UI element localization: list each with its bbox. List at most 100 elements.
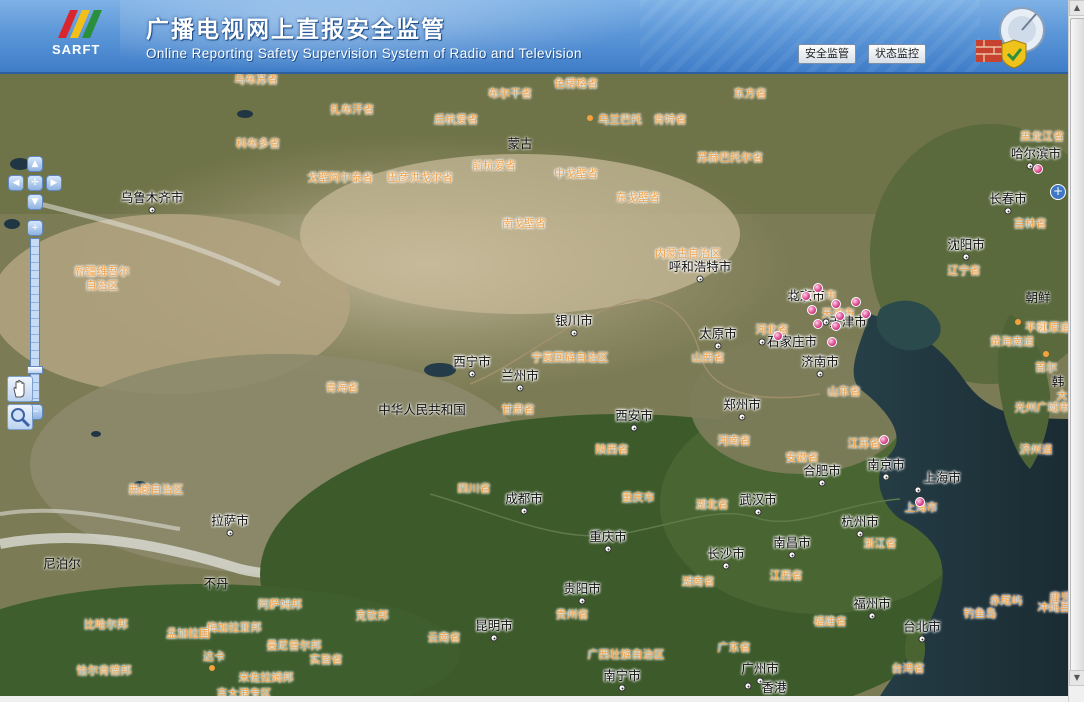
map-region-label: 比哈尔邦	[84, 618, 128, 631]
map-region-label: 钓鱼岛	[963, 607, 997, 620]
map-region-label: 曼尼普尔邦	[266, 639, 322, 652]
map-region-label: 乌布苏省	[234, 74, 278, 86]
map-city-label: 兰州市	[501, 368, 539, 383]
map-region-label: 黑龙江省	[1020, 130, 1064, 143]
map-terrain	[0, 74, 1068, 696]
city-point-icon	[520, 507, 528, 515]
station-marker-icon[interactable]	[813, 283, 823, 293]
city-point-icon	[696, 275, 704, 283]
map-region-label: 大	[1056, 389, 1068, 402]
map-region-label: 四川省	[457, 482, 491, 495]
map-region-label: 首尔	[1035, 361, 1057, 374]
pan-reset-icon[interactable]: ✢	[27, 175, 43, 191]
station-marker-icon[interactable]	[861, 309, 871, 319]
map-city-label: 沈阳市	[947, 237, 985, 252]
pan-left-icon[interactable]: ◀	[8, 175, 24, 191]
scroll-up-icon[interactable]: ▲	[1069, 0, 1084, 16]
zoom-rail[interactable]	[30, 238, 40, 402]
security-supervision-button[interactable]: 安全监管	[798, 44, 856, 64]
banner-glow	[120, 0, 640, 72]
map-city-label: 西宁市	[453, 354, 491, 369]
map-region-label: 山西省	[691, 351, 725, 364]
zoom-box-tool-icon[interactable]	[7, 404, 33, 430]
map-region-label: 平壤	[1025, 321, 1047, 334]
map-region-label: 鹿児島	[1049, 591, 1069, 604]
station-marker-icon[interactable]	[827, 337, 837, 347]
city-point-icon	[790, 292, 798, 300]
map-region-label: 甘肃省	[501, 403, 535, 416]
pan-hand-tool-icon[interactable]	[7, 376, 33, 402]
city-point-icon	[738, 413, 746, 421]
scrollbar-thumb[interactable]	[1070, 18, 1084, 672]
pan-up-icon[interactable]: ▲	[27, 156, 43, 172]
station-marker-icon[interactable]	[1033, 164, 1043, 174]
logo-text: SARFT	[52, 42, 101, 57]
header-banner: SARFT 广播电视网上直报安全监管 Online Reporting Safe…	[0, 0, 1068, 74]
status-monitor-button[interactable]: 状态监控	[868, 44, 926, 64]
city-point-icon	[754, 508, 762, 516]
map-region-label: 福建省	[813, 615, 847, 628]
station-marker-icon[interactable]	[831, 299, 841, 309]
map-country-label: 朝鲜	[1025, 290, 1051, 305]
map-city-label: 杭州市	[841, 514, 879, 529]
map-region-label: 米佐拉姆邦	[238, 671, 294, 684]
pan-right-icon[interactable]: ▶	[46, 175, 62, 191]
zoom-slider[interactable]: + −	[27, 220, 43, 420]
map-region-label: 东方省	[733, 87, 767, 100]
map-region-label: 宁夏回族自治区	[531, 351, 609, 364]
city-point-icon	[868, 612, 876, 620]
zoom-knob[interactable]	[27, 366, 43, 374]
map-city-label: 乌鲁木齐市	[120, 190, 184, 205]
station-marker-icon[interactable]	[851, 297, 861, 307]
map-city-label: 拉萨市	[211, 513, 249, 528]
capital-point-icon	[1043, 351, 1049, 357]
station-marker-icon[interactable]	[879, 435, 889, 445]
map-region-label: 孟加拉国	[166, 627, 210, 640]
station-marker-icon[interactable]	[773, 331, 783, 341]
map-city-label: 南昌市	[773, 535, 811, 550]
zoom-in-icon[interactable]: +	[27, 220, 43, 236]
capital-point-icon	[209, 665, 215, 671]
map-region-label: 云南省	[427, 631, 461, 644]
station-marker-icon[interactable]	[835, 311, 845, 321]
pan-down-icon[interactable]: ▼	[27, 194, 43, 210]
map-region-label: 布尔干省	[488, 87, 532, 100]
vertical-scrollbar[interactable]: ▲ ▼	[1068, 0, 1084, 702]
satellite-map[interactable]: 蒙古 中华人民共和国 尼泊尔 不丹 朝鲜韩 乌布苏省 布尔干省 色楞格省 东方省 扎布汗省 后杭爱省…	[0, 74, 1068, 696]
map-region-label: 内蒙古自治区	[655, 247, 721, 260]
map-region-label: 科布多省	[236, 137, 280, 150]
station-marker-icon[interactable]	[807, 305, 817, 315]
pan-control: ▲ ◀ ✢ ▶ ▼	[8, 156, 62, 210]
city-point-icon	[714, 342, 722, 350]
map-region-label: 新疆维吾尔 自治区	[74, 265, 130, 292]
map-region-label: 前杭爱省	[472, 159, 516, 172]
map-region-label: 乌兰巴托	[598, 113, 642, 126]
station-marker-icon[interactable]	[915, 497, 925, 507]
map-city-label: 郑州市	[723, 397, 761, 412]
map-city-label: 台北市	[903, 619, 941, 634]
map-region-label: 北京市	[803, 289, 837, 302]
capital-point-icon	[1015, 319, 1021, 325]
station-marker-icon[interactable]	[813, 319, 823, 329]
map-city-label: 哈尔滨市	[1010, 146, 1062, 161]
page-title-cn: 广播电视网上直报安全监管	[146, 17, 446, 43]
map-region-label: 东戈壁省	[616, 191, 660, 204]
map-city-label: 呼和浩特市	[668, 259, 732, 274]
city-point-icon	[856, 530, 864, 538]
horizontal-scrollbar[interactable]	[0, 696, 1068, 702]
city-point-icon	[618, 684, 626, 692]
map-country-label: 不丹	[203, 576, 229, 591]
city-point-icon	[604, 545, 612, 553]
map-region-label: 贵州省	[555, 608, 589, 621]
map-region-label: 苏赫巴托尔省	[697, 151, 763, 164]
city-point-icon	[468, 370, 476, 378]
station-marker-icon[interactable]	[801, 291, 811, 301]
city-point-icon	[630, 424, 638, 432]
map-country-label: 尼泊尔	[43, 556, 81, 571]
station-marker-icon[interactable]	[831, 321, 841, 331]
scroll-down-icon[interactable]: ▼	[1069, 670, 1084, 686]
expand-overview-button[interactable]: +	[1050, 184, 1066, 200]
map-region-label: 广西壮族自治区	[587, 648, 665, 661]
map-region-label: 扎布汗省	[330, 103, 374, 116]
map-region-label: 重庆市	[621, 491, 655, 504]
